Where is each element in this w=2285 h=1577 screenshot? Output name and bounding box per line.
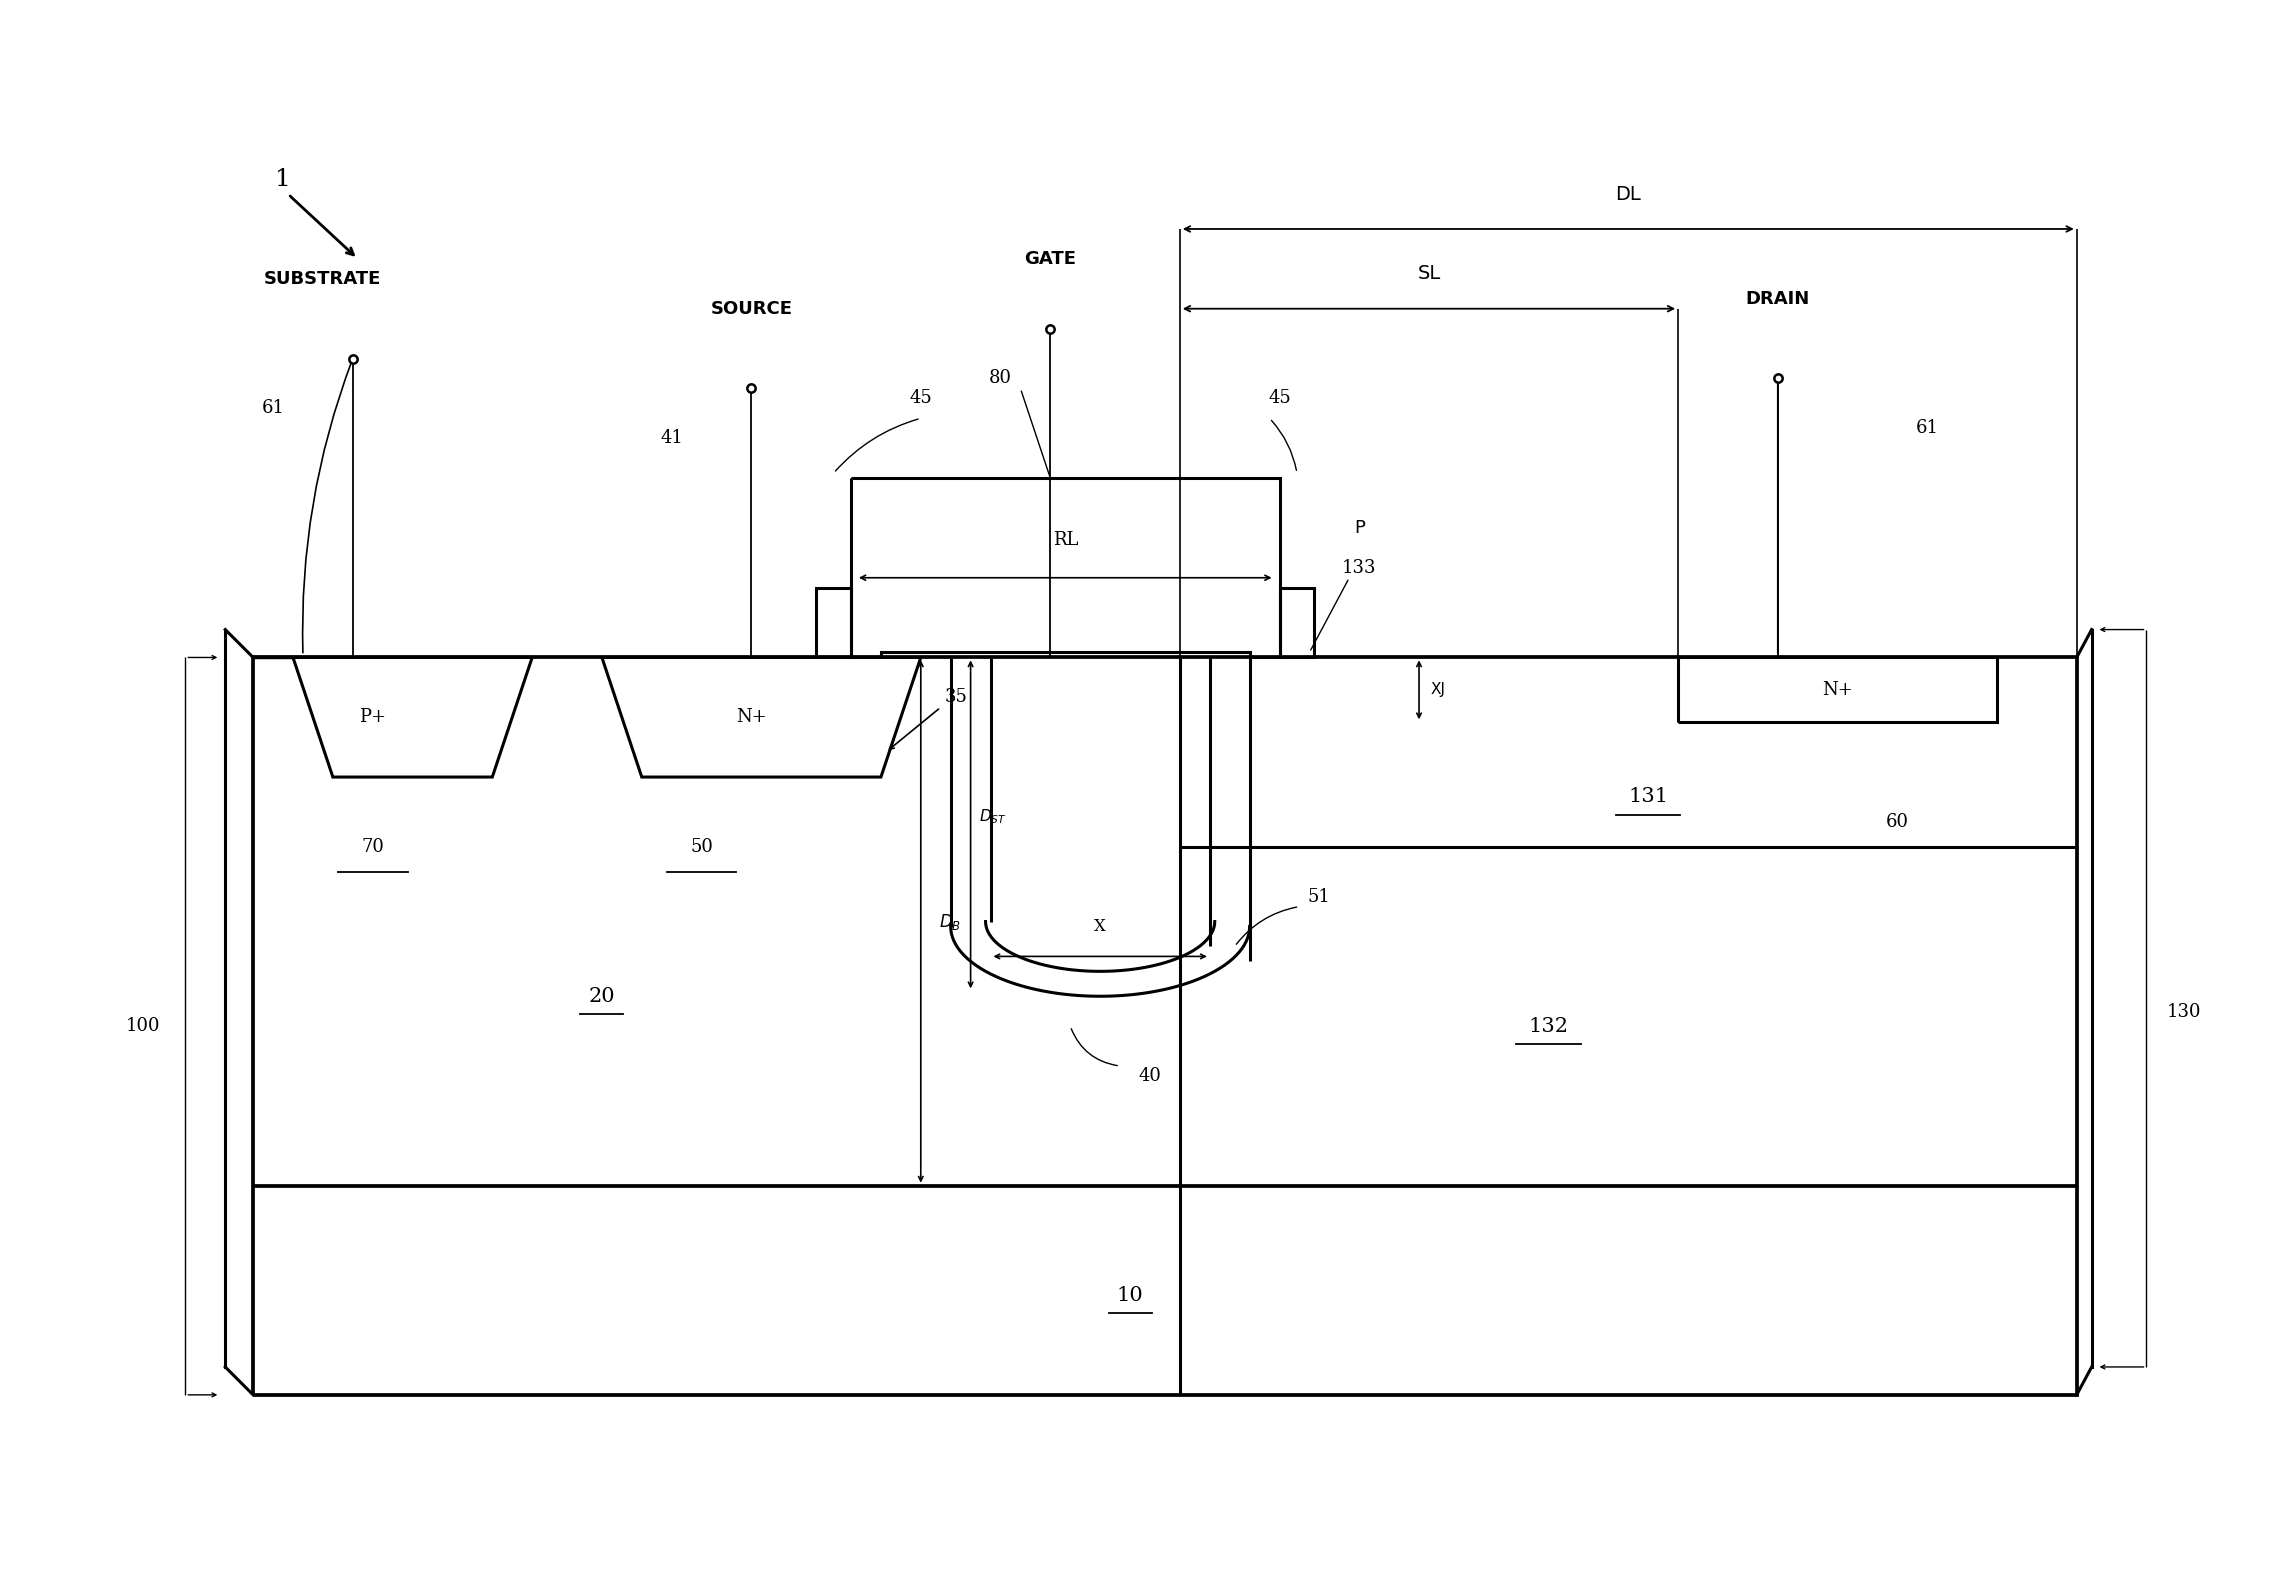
Text: 45: 45 — [1268, 390, 1291, 407]
Text: 60: 60 — [1885, 812, 1908, 831]
Text: 61: 61 — [1915, 419, 1938, 437]
Text: 41: 41 — [660, 429, 683, 448]
Text: P: P — [1353, 519, 1364, 536]
Text: 132: 132 — [1529, 1017, 1568, 1036]
Text: 131: 131 — [1629, 787, 1668, 806]
Text: 100: 100 — [126, 1017, 160, 1035]
Text: SL: SL — [1417, 265, 1440, 284]
Text: 130: 130 — [2166, 1003, 2200, 1022]
Text: X: X — [1095, 918, 1106, 935]
Text: 35: 35 — [944, 688, 967, 706]
Text: 51: 51 — [1307, 888, 1330, 905]
Text: 133: 133 — [1341, 558, 1376, 577]
Text: $D_B$: $D_B$ — [939, 912, 960, 932]
Text: 70: 70 — [361, 837, 384, 856]
Text: P+: P+ — [359, 708, 386, 727]
Text: 45: 45 — [909, 390, 932, 407]
Text: 20: 20 — [590, 987, 615, 1006]
Text: 50: 50 — [690, 837, 713, 856]
Text: 40: 40 — [1138, 1068, 1161, 1085]
Text: DRAIN: DRAIN — [1746, 290, 1810, 308]
Text: SUBSTRATE: SUBSTRATE — [265, 270, 382, 287]
Text: N+: N+ — [736, 708, 768, 727]
Text: GATE: GATE — [1024, 249, 1076, 268]
Text: 80: 80 — [989, 369, 1012, 388]
Text: RL: RL — [1053, 531, 1079, 549]
Text: 61: 61 — [260, 399, 286, 418]
Text: SOURCE: SOURCE — [711, 300, 793, 317]
Text: N+: N+ — [1821, 681, 1853, 699]
Text: DL: DL — [1615, 185, 1641, 203]
Text: XJ: XJ — [1430, 683, 1446, 697]
Text: 1: 1 — [274, 167, 290, 191]
Text: 10: 10 — [1117, 1285, 1142, 1304]
Text: $D_{ST}$: $D_{ST}$ — [978, 807, 1005, 826]
